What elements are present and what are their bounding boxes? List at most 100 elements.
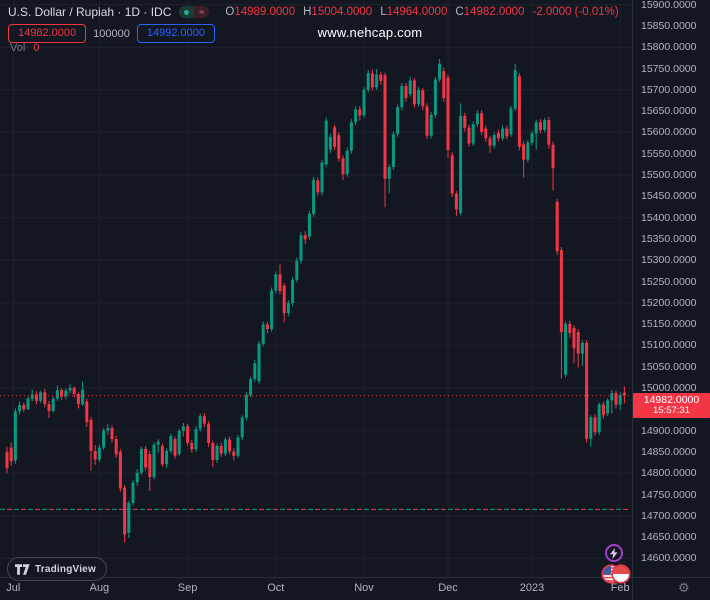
buy-button[interactable]: 14992.0000 (136, 24, 215, 43)
candle[interactable] (400, 86, 404, 108)
candle[interactable] (547, 120, 551, 145)
candle[interactable] (219, 445, 223, 454)
candle[interactable] (564, 323, 568, 375)
lightning-badge[interactable] (605, 544, 623, 562)
candle[interactable] (572, 327, 576, 349)
candle[interactable] (404, 86, 408, 98)
candle[interactable] (156, 441, 160, 445)
candle[interactable] (513, 70, 517, 109)
candle[interactable] (198, 416, 202, 429)
candle[interactable] (110, 428, 114, 440)
candle[interactable] (265, 324, 269, 330)
candle[interactable] (295, 260, 299, 280)
candle[interactable] (496, 132, 500, 139)
candle[interactable] (438, 63, 442, 80)
candle[interactable] (484, 128, 488, 139)
candle[interactable] (417, 90, 421, 105)
candle[interactable] (85, 401, 89, 422)
candle[interactable] (18, 405, 22, 412)
candle[interactable] (618, 394, 622, 405)
symbol-title[interactable]: U.S. Dollar / Rupiah · 1D · IDC (8, 5, 172, 19)
candle[interactable] (370, 73, 374, 88)
candle[interactable] (291, 279, 295, 304)
candle[interactable] (568, 323, 572, 334)
candle[interactable] (135, 472, 139, 483)
candle[interactable] (597, 404, 601, 433)
candle[interactable] (207, 423, 211, 443)
candlestick-chart[interactable] (0, 0, 632, 577)
candle[interactable] (505, 128, 509, 137)
candle[interactable] (299, 235, 303, 261)
candle[interactable] (559, 250, 563, 333)
candle[interactable] (194, 428, 198, 450)
candle[interactable] (76, 394, 80, 405)
candle[interactable] (228, 439, 232, 452)
candle[interactable] (396, 107, 400, 135)
candle[interactable] (93, 451, 97, 460)
candle[interactable] (286, 303, 290, 313)
candle[interactable] (169, 436, 173, 451)
candle[interactable] (51, 398, 55, 411)
candle[interactable] (160, 445, 164, 465)
candle[interactable] (543, 120, 547, 130)
candle[interactable] (358, 109, 362, 116)
candle[interactable] (501, 128, 505, 139)
candle[interactable] (480, 113, 484, 132)
candle[interactable] (408, 80, 412, 94)
candle[interactable] (555, 201, 559, 252)
candle[interactable] (144, 448, 148, 468)
candle[interactable] (383, 75, 387, 179)
candle[interactable] (249, 379, 253, 395)
candle[interactable] (282, 285, 286, 314)
candle[interactable] (190, 443, 194, 450)
candle[interactable] (442, 71, 446, 98)
candle[interactable] (530, 133, 534, 143)
candle[interactable] (522, 144, 526, 160)
candle[interactable] (236, 437, 240, 456)
candle[interactable] (211, 443, 215, 460)
candle[interactable] (26, 398, 30, 410)
candle[interactable] (320, 162, 324, 193)
candle[interactable] (55, 390, 59, 399)
time-axis[interactable]: Jul Aug Sep Oct Nov Dec 2023 Feb (0, 581, 632, 600)
candle[interactable] (39, 392, 43, 401)
candle[interactable] (337, 135, 341, 159)
candle[interactable] (30, 394, 34, 399)
candle[interactable] (463, 115, 467, 128)
candle[interactable] (68, 388, 72, 391)
candle[interactable] (232, 451, 236, 456)
candle[interactable] (139, 448, 143, 473)
price-axis[interactable]: 15900.0000 15850.0000 15800.0000 15750.0000… (633, 0, 710, 577)
candle[interactable] (303, 235, 307, 240)
candle[interactable] (22, 405, 26, 410)
candle[interactable] (307, 213, 311, 237)
candle[interactable] (131, 482, 135, 503)
candle[interactable] (316, 180, 320, 193)
candle[interactable] (202, 416, 206, 424)
candle[interactable] (118, 451, 122, 489)
candle[interactable] (261, 324, 265, 344)
candle[interactable] (362, 89, 366, 116)
candle[interactable] (215, 445, 219, 460)
candle[interactable] (270, 290, 274, 330)
candle[interactable] (97, 447, 101, 460)
candle[interactable] (47, 404, 51, 411)
candle[interactable] (450, 155, 454, 194)
candle[interactable] (459, 115, 463, 213)
candle[interactable] (429, 114, 433, 136)
candle[interactable] (614, 393, 618, 405)
candle[interactable] (354, 109, 358, 123)
candle[interactable] (9, 447, 13, 462)
candle[interactable] (64, 390, 68, 397)
candle[interactable] (412, 80, 416, 105)
candle[interactable] (186, 426, 190, 443)
candle[interactable] (278, 274, 282, 291)
candle[interactable] (379, 74, 383, 81)
candle[interactable] (152, 444, 156, 478)
candle[interactable] (123, 487, 127, 535)
candle[interactable] (60, 390, 64, 397)
candle[interactable] (333, 127, 337, 147)
candle[interactable] (471, 124, 475, 144)
candle[interactable] (589, 417, 593, 439)
candle[interactable] (606, 400, 610, 414)
